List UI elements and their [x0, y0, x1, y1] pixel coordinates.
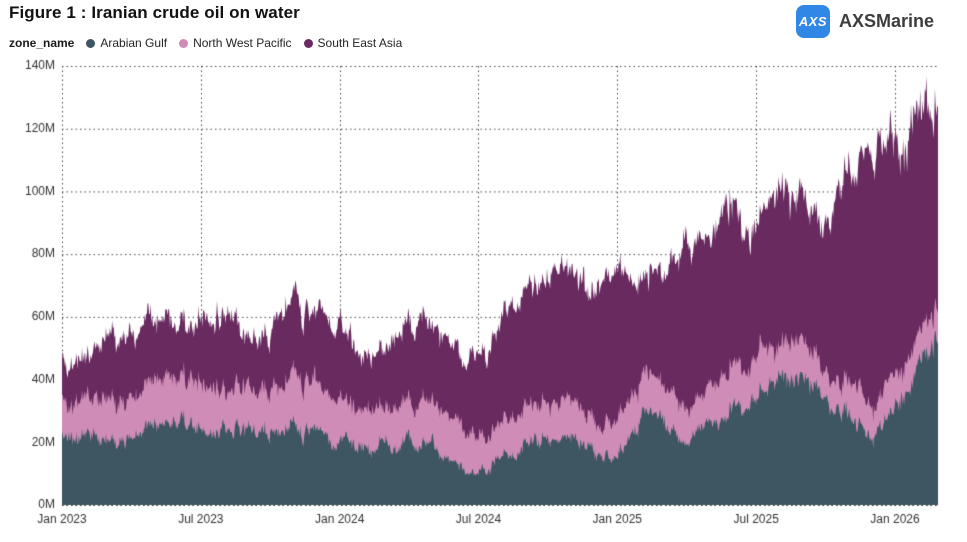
arabian-gulf-dot-icon	[86, 38, 96, 48]
figure-title: Figure 1 : Iranian crude oil on water	[9, 3, 300, 22]
chart-legend: zone_name Arabian Gulf North West Pacifi…	[9, 36, 402, 50]
stacked-area-chart[interactable]	[0, 55, 967, 542]
south-east-asia-dot-icon	[303, 38, 313, 48]
axs-logo-icon: AXS	[795, 5, 830, 38]
axsmarine-logo: AXS AXSMarine	[795, 5, 934, 38]
axsmarine-brand-text: AXSMarine	[838, 11, 934, 31]
legend-item-south-east-asia[interactable]: South East Asia	[303, 36, 403, 50]
legend-item-arabian-gulf[interactable]: Arabian Gulf	[86, 36, 167, 50]
legend-label-south-east-asia: South East Asia	[317, 36, 403, 50]
north-west-pacific-dot-icon	[179, 38, 189, 48]
report-header: Figure 1 : Iranian crude oil on water AX…	[0, 0, 967, 54]
legend-title: zone_name	[9, 36, 75, 50]
legend-label-north-west-pacific: North West Pacific	[193, 36, 292, 50]
legend-item-north-west-pacific[interactable]: North West Pacific	[179, 36, 292, 50]
legend-label-arabian-gulf: Arabian Gulf	[100, 36, 168, 50]
